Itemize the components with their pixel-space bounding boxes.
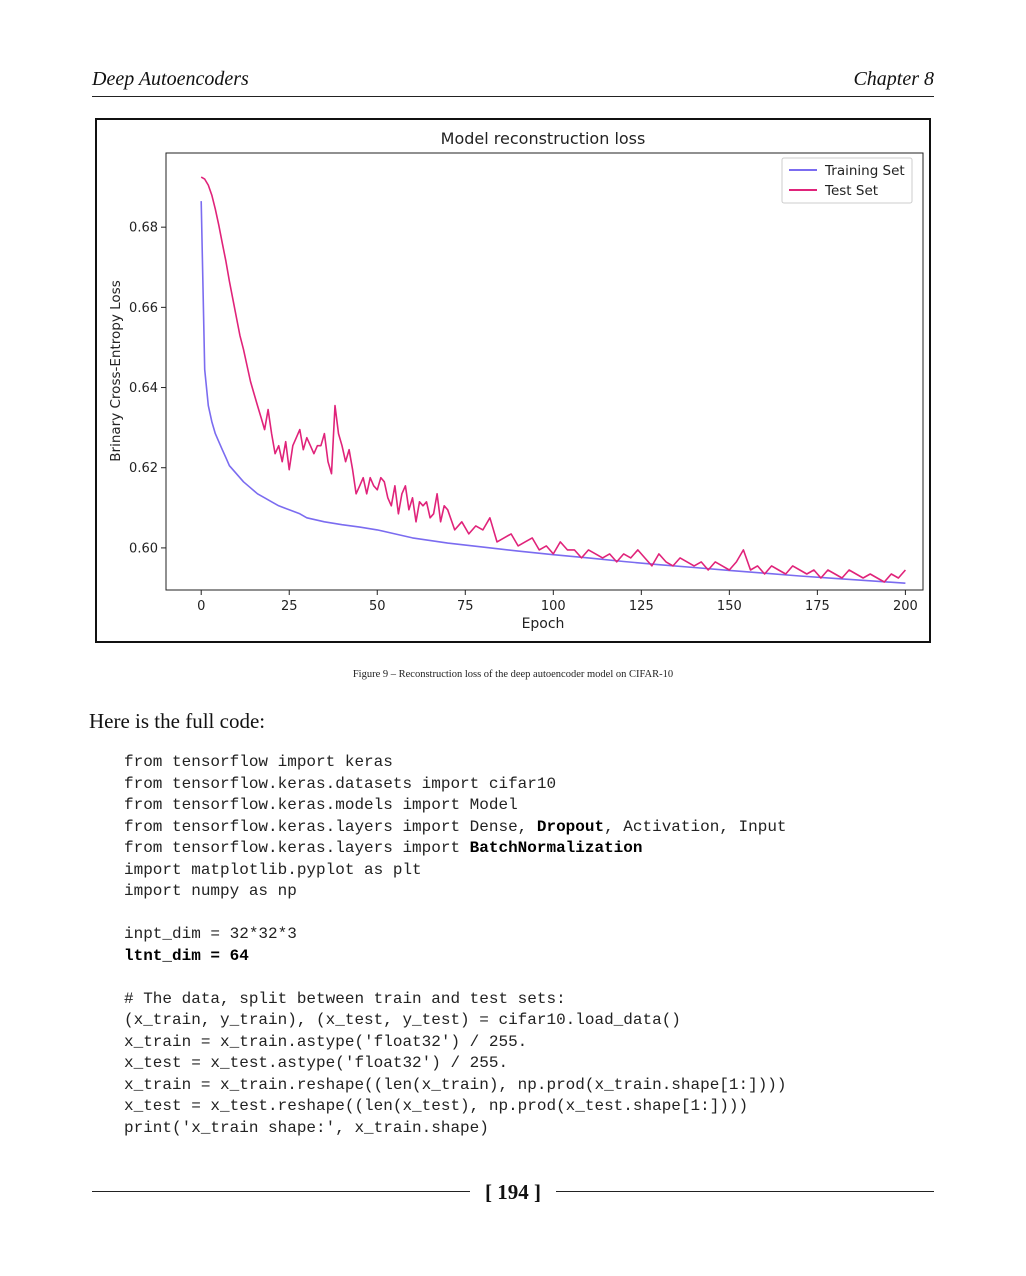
code-line: from tensorflow import keras (124, 752, 787, 774)
code-line: from tensorflow.keras.models import Mode… (124, 795, 787, 817)
code-line: import matplotlib.pyplot as plt (124, 860, 787, 882)
footer-rule-right (556, 1191, 934, 1192)
x-tick-label: 25 (281, 599, 298, 614)
code-line: x_train = x_train.astype('float32') / 25… (124, 1032, 787, 1054)
code-text: x_test = x_test.astype('float32') / 255. (124, 1054, 509, 1072)
y-tick-label: 0.64 (129, 381, 158, 396)
x-axis-label: Epoch (522, 616, 565, 632)
code-text: import numpy as np (124, 882, 297, 900)
chart-title: Model reconstruction loss (441, 129, 646, 148)
code-text: from tensorflow.keras.layers import Dens… (124, 817, 537, 836)
code-line (124, 967, 787, 989)
code-text: print('x_train shape:', x_train.shape) (124, 1118, 489, 1137)
code-text: inpt_dim = 32*32*3 (124, 925, 297, 943)
x-tick-label: 100 (541, 599, 566, 614)
code-text: from tensorflow import keras (124, 753, 393, 771)
code-text: import matplotlib.pyplot as plt (124, 860, 422, 879)
x-axis: 0 25 50 75 100 125 150 175 200 (197, 590, 918, 614)
code-line: from tensorflow.keras.layers import Dens… (124, 817, 787, 839)
loss-chart: Model reconstruction loss 0 25 50 75 100 125 1… (108, 129, 924, 632)
figure-frame: Model reconstruction loss 0 25 50 75 100 125 1… (95, 118, 931, 643)
plot-area (165, 152, 924, 591)
code-emphasis: ltnt_dim = 64 (124, 946, 249, 965)
x-tick-label: 0 (197, 599, 205, 614)
x-tick-label: 175 (805, 599, 830, 614)
code-line: ltnt_dim = 64 (124, 946, 787, 968)
code-line: from tensorflow.keras.layers import Batc… (124, 838, 787, 860)
intro-text: Here is the full code: (89, 709, 266, 733)
y-axis-label: Brinary Cross-Entropy Loss (108, 280, 124, 461)
header-chapter: Chapter 8 (853, 68, 934, 90)
code-line: inpt_dim = 32*32*3 (124, 924, 787, 946)
code-text: x_train = x_train.reshape((len(x_train),… (124, 1075, 787, 1094)
header-title: Deep Autoencoders (92, 68, 249, 90)
code-text: (x_train, y_train), (x_test, y_test) = c… (124, 1011, 681, 1029)
test-set-line (200, 176, 907, 583)
code-emphasis: BatchNormalization (469, 839, 643, 857)
y-tick-label: 0.62 (129, 461, 158, 476)
x-tick-label: 150 (717, 599, 742, 614)
code-line: (x_train, y_train), (x_test, y_test) = c… (124, 1010, 787, 1032)
code-line: from tensorflow.keras.datasets import ci… (124, 774, 787, 796)
code-line: x_test = x_test.reshape((len(x_test), np… (124, 1096, 787, 1118)
code-emphasis: Dropout (536, 817, 605, 836)
y-tick-label: 0.66 (129, 301, 158, 316)
x-tick-label: 50 (369, 599, 386, 614)
page-footer: [ 194 ] (92, 1178, 934, 1208)
figure-caption: Figure 9 – Reconstruction loss of the de… (352, 669, 674, 680)
code-text: from tensorflow.keras.datasets import ci… (124, 774, 557, 793)
legend: Training Set Test Set (781, 157, 913, 204)
code-line: x_test = x_test.astype('float32') / 255. (124, 1053, 787, 1075)
y-axis: 0.60 0.62 0.64 0.66 0.68 (129, 221, 166, 556)
series-group (200, 176, 907, 584)
y-tick-label: 0.60 (129, 541, 158, 556)
code-line: import numpy as np (124, 881, 787, 903)
running-header: Deep Autoencoders Chapter 8 (92, 66, 934, 97)
legend-label-test: Test Set (824, 183, 878, 199)
footer-rule-left (92, 1191, 470, 1192)
code-block: from tensorflow import keras from tensorf… (124, 752, 787, 1139)
code-text: x_train = x_train.astype('float32') / 25… (124, 1032, 528, 1051)
page-number: [ 194 ] (485, 1180, 541, 1204)
x-tick-label: 125 (629, 599, 654, 614)
training-set-line (200, 201, 906, 584)
x-tick-label: 75 (457, 599, 474, 614)
x-tick-label: 200 (893, 599, 918, 614)
code-line: x_train = x_train.reshape((len(x_train),… (124, 1075, 787, 1097)
code-line: print('x_train shape:', x_train.shape) (124, 1118, 787, 1140)
code-text: from tensorflow.keras.models import Mode… (124, 796, 518, 814)
code-text: # The data, split between train and test… (124, 989, 566, 1008)
legend-label-training: Training Set (824, 163, 905, 179)
code-line (124, 903, 787, 925)
y-tick-label: 0.68 (129, 221, 158, 236)
code-text: x_test = x_test.reshape((len(x_test), np… (124, 1097, 749, 1115)
code-line: # The data, split between train and test… (124, 989, 787, 1011)
code-text: , Activation, Input (604, 817, 787, 836)
code-text: from tensorflow.keras.layers import (124, 839, 470, 857)
